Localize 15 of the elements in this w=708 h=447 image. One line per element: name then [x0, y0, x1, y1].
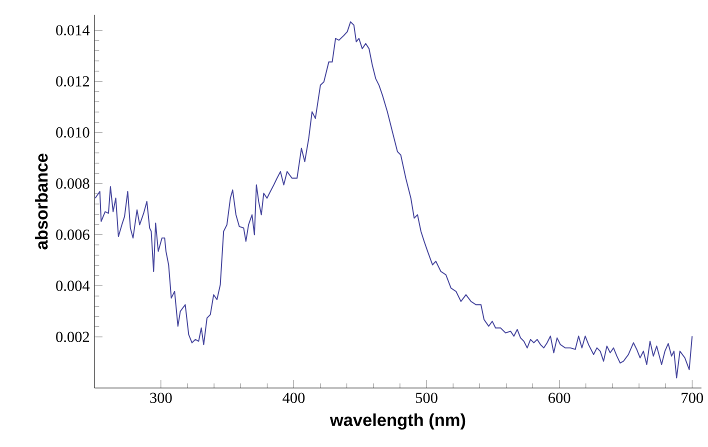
x-tick-label: 400	[282, 392, 305, 404]
y-tick-label: 0.002	[56, 332, 89, 342]
x-tick-label: 600	[548, 392, 570, 404]
x-axis-title: wavelength (nm)	[330, 414, 466, 430]
x-tick-label: 700	[682, 392, 704, 404]
y-tick-label: 0.014	[56, 25, 90, 36]
y-tick-label: 0.012	[56, 76, 89, 87]
x-tick-label: 500	[416, 392, 438, 404]
y-tick-label: 0.010	[56, 127, 90, 138]
x-tick-label: 300	[150, 392, 172, 404]
y-axis-title: absorbance	[35, 154, 48, 250]
y-tick-label: 0.004	[56, 280, 90, 292]
y-tick-label: 0.008	[56, 178, 90, 189]
line-series	[94, 21, 693, 378]
y-tick-label: 0.006	[56, 230, 90, 240]
